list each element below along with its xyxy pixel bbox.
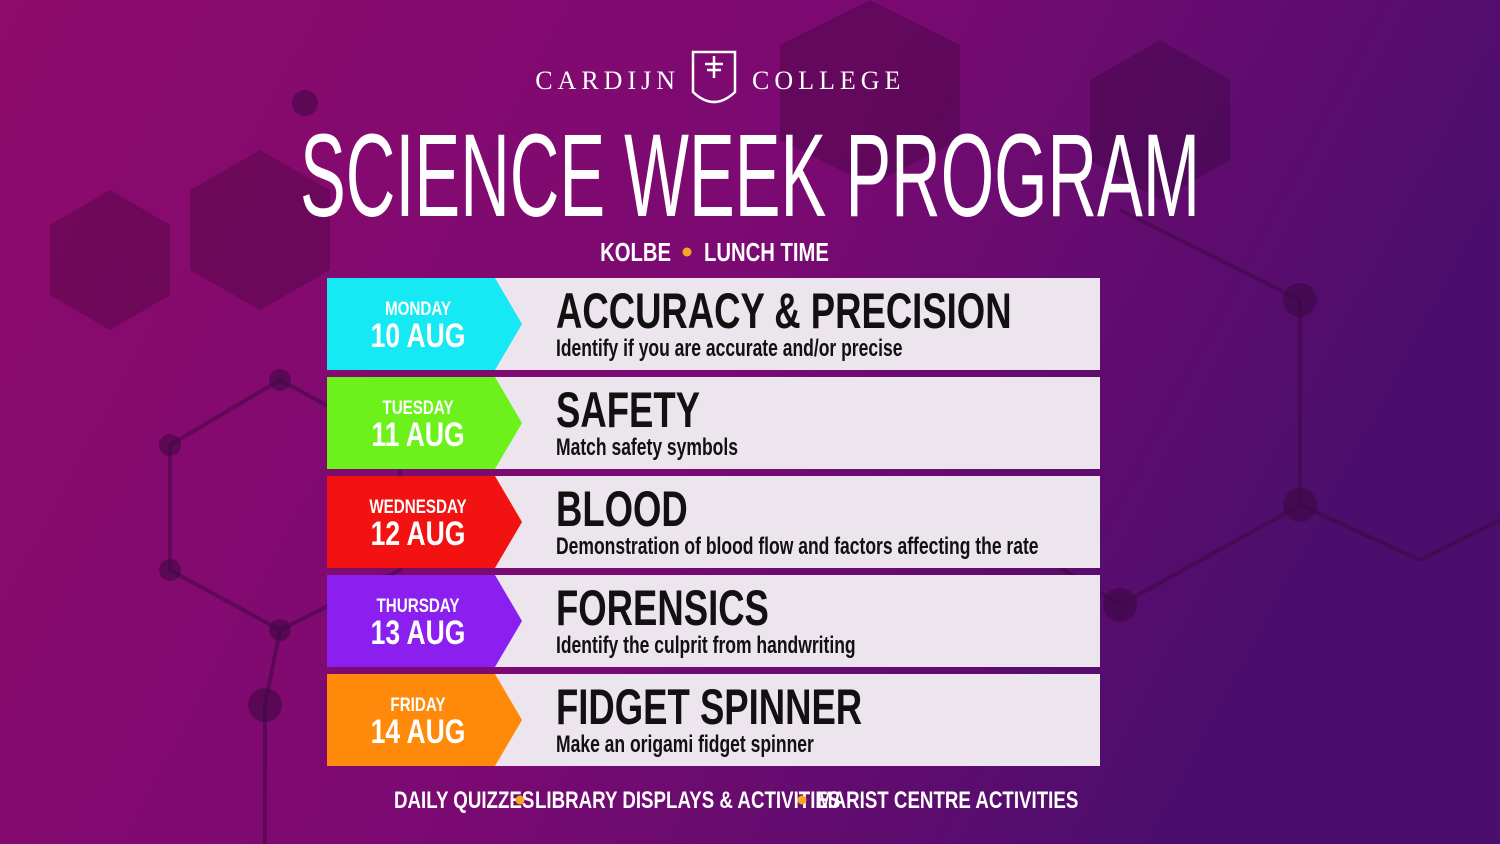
school-name: CARDIJN bbox=[535, 66, 680, 95]
day-label: FRIDAY bbox=[390, 693, 446, 715]
day-tag bbox=[327, 476, 522, 568]
activity-title: FORENSICS bbox=[556, 580, 769, 636]
activity-panel bbox=[470, 377, 1100, 469]
activity-description: Identify if you are accurate and/or prec… bbox=[556, 335, 902, 361]
day-label: THURSDAY bbox=[377, 594, 460, 616]
separator-dot bbox=[682, 247, 692, 257]
day-label: MONDAY bbox=[385, 297, 452, 319]
date-label: 11 AUG bbox=[371, 416, 464, 454]
day-tag bbox=[327, 575, 522, 667]
date-label: 14 AUG bbox=[371, 713, 466, 751]
date-label: 13 AUG bbox=[371, 614, 466, 652]
activity-description: Match safety symbols bbox=[556, 434, 738, 460]
day-label: TUESDAY bbox=[382, 396, 454, 418]
footer-item: MARIST CENTRE ACTIVITIES bbox=[817, 787, 1078, 814]
separator-dot bbox=[515, 795, 525, 805]
separator-dot bbox=[797, 795, 807, 805]
hexagon-decoration bbox=[50, 0, 1230, 330]
day-label: WEDNESDAY bbox=[369, 495, 467, 517]
day-tag bbox=[327, 278, 522, 370]
activity-title: ACCURACY & PRECISION bbox=[556, 283, 1012, 339]
activity-panel bbox=[470, 476, 1100, 568]
activity-panel bbox=[470, 278, 1100, 370]
activity-description: Demonstration of blood flow and factors … bbox=[556, 533, 1039, 559]
footer-item: LIBRARY DISPLAYS & ACTIVITIES bbox=[535, 787, 840, 814]
activity-title: FIDGET SPINNER bbox=[556, 679, 862, 735]
activity-title: BLOOD bbox=[556, 481, 688, 537]
school-name: COLLEGE bbox=[752, 66, 905, 95]
crest bbox=[691, 50, 737, 104]
activity-description: Make an origami fidget spinner bbox=[556, 731, 814, 757]
page-title: SCIENCE WEEK PROGRAM bbox=[300, 110, 1200, 242]
time: LUNCH TIME bbox=[704, 238, 829, 267]
date-label: 12 AUG bbox=[371, 515, 466, 553]
activity-description: Identify the culprit from handwriting bbox=[556, 632, 856, 658]
activity-panel bbox=[470, 674, 1100, 766]
molecule-nodes bbox=[159, 90, 1317, 722]
date-label: 10 AUG bbox=[371, 317, 466, 355]
location: KOLBE bbox=[600, 238, 671, 267]
activity-title: SAFETY bbox=[556, 382, 700, 438]
footer-item: DAILY QUIZZES bbox=[394, 787, 534, 814]
day-tag bbox=[327, 674, 522, 766]
activity-panel bbox=[470, 575, 1100, 667]
day-tag bbox=[327, 377, 522, 469]
